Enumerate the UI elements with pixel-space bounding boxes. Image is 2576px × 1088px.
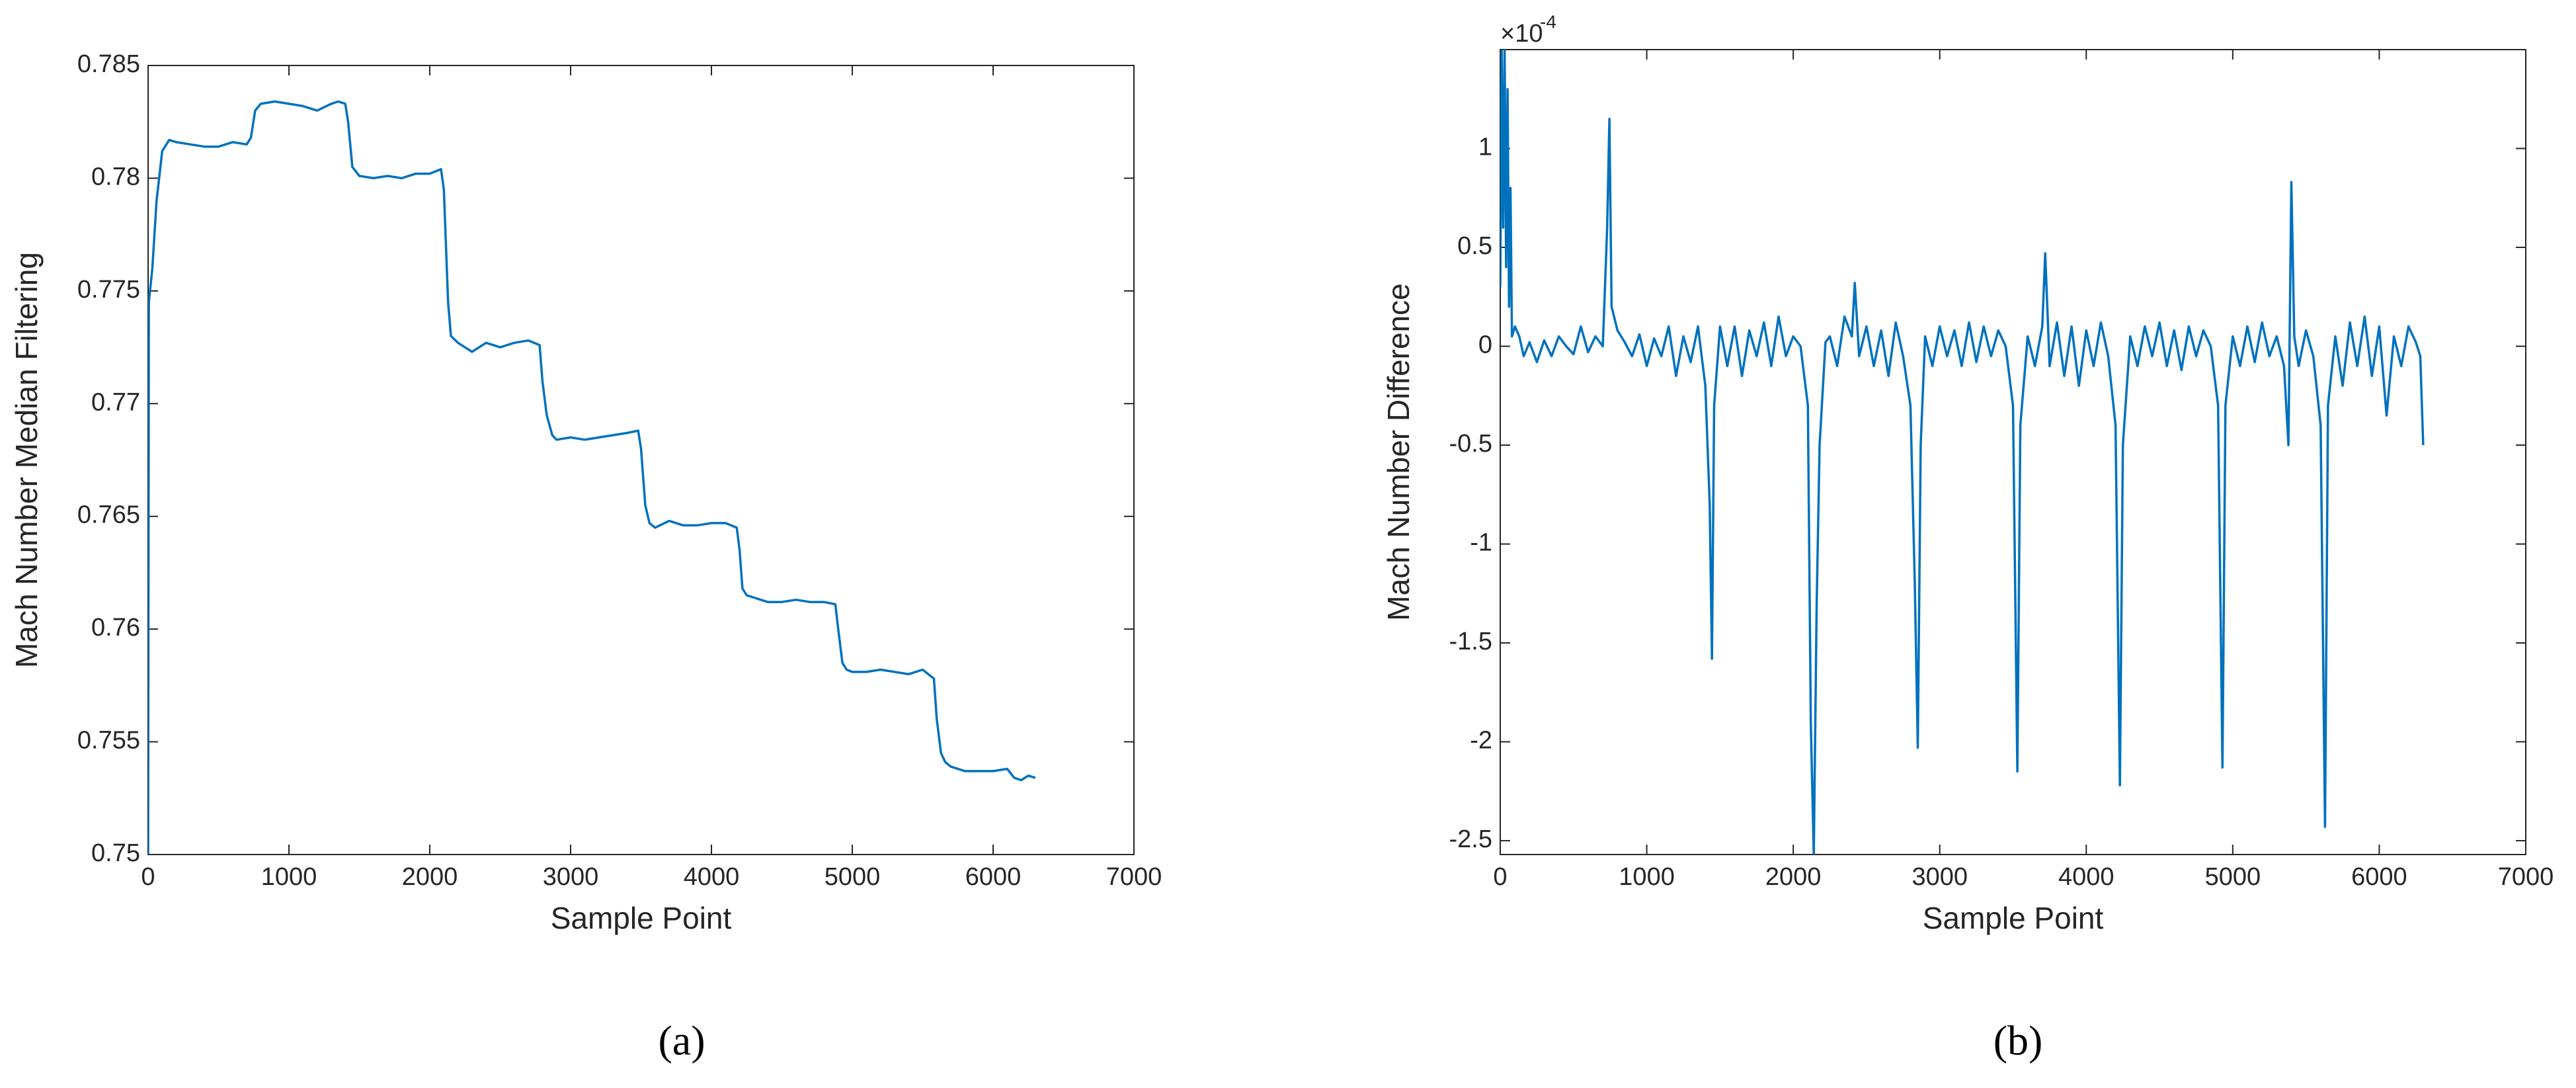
y-tick-label: 0.76 — [91, 614, 140, 642]
y-tick-label: -1 — [1470, 529, 1492, 557]
y-tick-label: -2 — [1470, 727, 1492, 755]
y-multiplier-exponent: -4 — [1540, 11, 1556, 32]
y-axis-label: Mach Number Median Filtering — [9, 252, 44, 668]
y-tick-label: 0.765 — [77, 501, 140, 529]
x-tick-label: 5000 — [825, 863, 881, 891]
x-tick-label: 6000 — [965, 863, 1022, 891]
y-tick-label: -0.5 — [1449, 430, 1492, 458]
y-tick-label: 0.785 — [77, 50, 140, 78]
caption: (a) — [658, 1017, 705, 1064]
x-axis-label: Sample Point — [1923, 901, 2104, 935]
y-tick-label: 0 — [1478, 331, 1492, 359]
y-tick-label: 0.775 — [77, 276, 140, 304]
x-tick-label: 4000 — [2058, 863, 2114, 891]
x-tick-label: 3000 — [543, 863, 599, 891]
x-tick-label: 1000 — [261, 863, 317, 891]
y-tick-label: -2.5 — [1449, 825, 1492, 853]
y-tick-label: 0.755 — [77, 727, 140, 755]
y-tick-label: 0.5 — [1457, 232, 1492, 260]
x-tick-label: 0 — [141, 863, 155, 891]
y-tick-label: 0.78 — [91, 163, 140, 190]
y-tick-label: 0.75 — [91, 839, 140, 867]
x-tick-label: 0 — [1493, 863, 1507, 891]
y-axis-label: Mach Number Difference — [1381, 283, 1416, 620]
x-tick-label: 2000 — [402, 863, 458, 891]
y-tick-label: -1.5 — [1449, 628, 1492, 655]
x-tick-label: 7000 — [2498, 863, 2554, 891]
x-axis-label: Sample Point — [551, 901, 732, 935]
y-tick-label: 0.77 — [91, 388, 140, 416]
x-tick-label: 2000 — [1765, 863, 1822, 891]
x-tick-label: 3000 — [1912, 863, 1968, 891]
x-tick-label: 4000 — [684, 863, 740, 891]
y-multiplier: ×10 — [1500, 20, 1543, 48]
caption: (b) — [1993, 1017, 2043, 1064]
x-tick-label: 1000 — [1619, 863, 1675, 891]
x-tick-label: 5000 — [2205, 863, 2261, 891]
x-tick-label: 6000 — [2351, 863, 2407, 891]
x-tick-label: 7000 — [1106, 863, 1162, 891]
y-tick-label: 1 — [1478, 134, 1492, 161]
data-line — [148, 100, 1036, 855]
data-line — [1500, 50, 2425, 855]
